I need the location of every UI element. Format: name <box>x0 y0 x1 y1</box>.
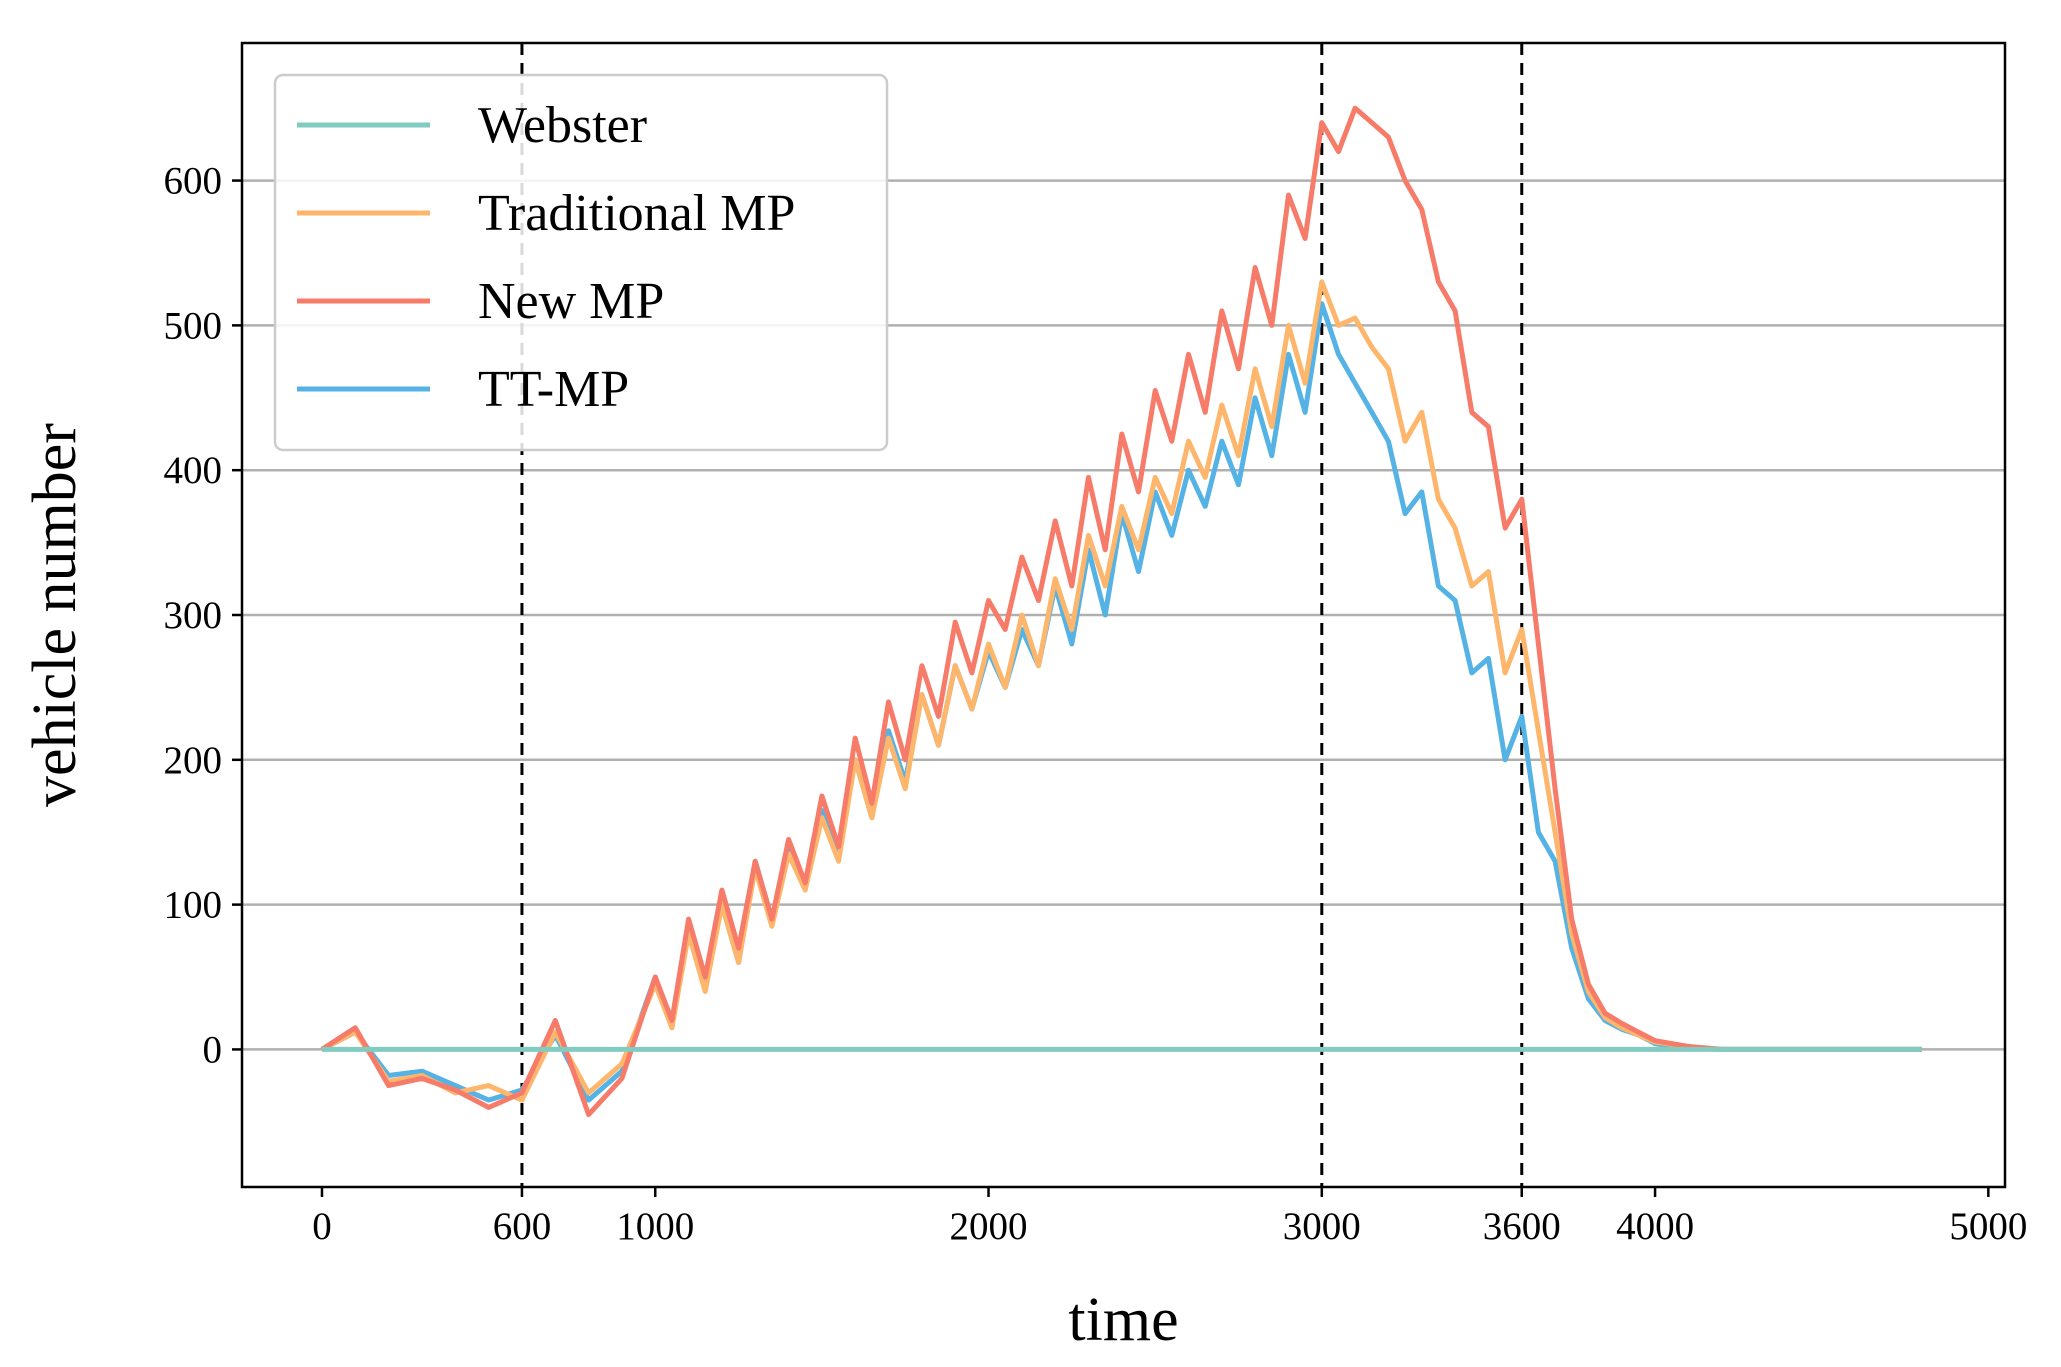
x-tick-label: 5000 <box>1949 1205 2027 1248</box>
legend-label: TT-MP <box>478 361 629 418</box>
x-axis-ticks: 0 600 1000 2000 3000 3600 4000 5000 <box>312 1187 2027 1248</box>
y-tick-label: 400 <box>164 449 223 492</box>
x-tick-label: 0 <box>312 1205 332 1248</box>
x-axis-title: time <box>1068 1286 1178 1354</box>
legend-label: Webster <box>478 97 647 154</box>
x-tick-label: 3000 <box>1283 1205 1361 1248</box>
y-axis-ticks: 0 100 200 300 400 500 600 <box>164 160 242 1071</box>
x-tick-label: 3600 <box>1483 1205 1561 1248</box>
y-tick-label: 600 <box>164 160 223 203</box>
legend-label: Traditional MP <box>478 185 795 242</box>
series-line-new-mp <box>320 105 1922 1118</box>
y-tick-label: 0 <box>203 1028 223 1071</box>
legend-box <box>273 73 889 452</box>
x-tick-label: 600 <box>493 1205 552 1248</box>
y-axis-title: vehicle number <box>21 423 89 807</box>
legend: Webster Traditional MP New MP TT-MP <box>273 73 889 452</box>
legend-label: New MP <box>478 273 664 330</box>
y-tick-label: 200 <box>164 739 223 782</box>
y-tick-label: 300 <box>164 594 223 637</box>
y-tick-label: 100 <box>164 884 223 927</box>
x-tick-label: 2000 <box>950 1205 1028 1248</box>
y-tick-label: 500 <box>164 304 223 347</box>
series-lines <box>320 105 1922 1118</box>
series-line-traditional-mp <box>320 279 1922 1103</box>
x-tick-label: 4000 <box>1616 1205 1694 1248</box>
x-tick-label: 1000 <box>616 1205 694 1248</box>
